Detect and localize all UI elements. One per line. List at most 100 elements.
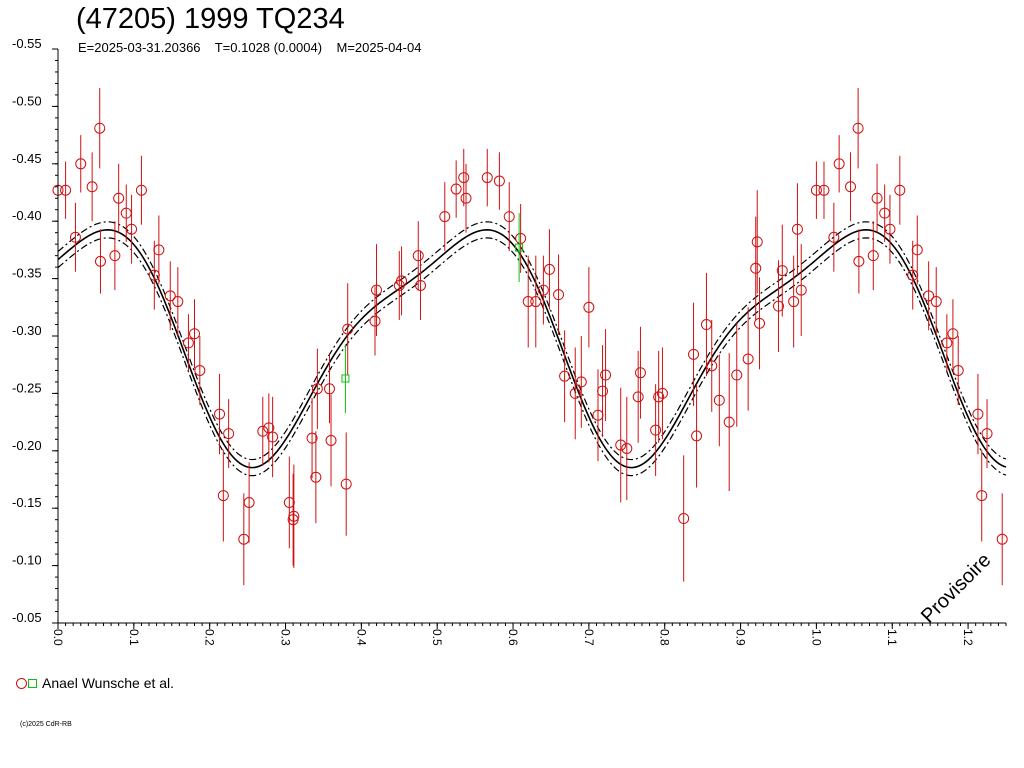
- data-points: [52, 88, 1008, 586]
- y-tick-label: -0.05: [12, 610, 42, 625]
- data-point-circle: [947, 328, 959, 340]
- x-tick-label: 0.9: [734, 629, 748, 646]
- data-point-circle: [415, 279, 427, 291]
- data-point-circle: [86, 181, 98, 193]
- data-point-circle: [678, 513, 690, 525]
- data-point-circle: [324, 383, 336, 395]
- y-tick-label: -0.55: [12, 36, 42, 51]
- x-tick-label: 0.4: [354, 629, 368, 646]
- data-point-circle: [845, 181, 857, 193]
- data-point-circle: [153, 244, 165, 256]
- data-point-circle: [439, 211, 451, 223]
- data-point-circle: [543, 263, 555, 275]
- data-point-square: [515, 243, 524, 252]
- data-point-circle: [194, 364, 206, 376]
- data-point-circle: [60, 184, 72, 196]
- copyright-note: (c)2025 CdR-RB: [20, 721, 72, 728]
- x-tick-label: 0.0: [51, 629, 65, 646]
- y-tick-label: -0.50: [12, 93, 42, 108]
- data-point-circle: [135, 184, 147, 196]
- data-point-circle: [656, 387, 668, 399]
- data-point-circle: [109, 250, 121, 262]
- chart-subtitle: E=2025-03-31.20366 T=0.1028 (0.0004) M=2…: [78, 40, 422, 55]
- data-point-circle: [113, 192, 125, 204]
- y-tick-label: -0.25: [12, 380, 42, 395]
- data-point-circle: [884, 223, 896, 235]
- data-point-circle: [941, 337, 953, 349]
- x-tick-label: 1.2: [961, 629, 975, 646]
- data-point-circle: [972, 408, 984, 420]
- data-point-circle: [575, 376, 587, 388]
- data-point-circle: [976, 490, 988, 502]
- y-tick-label: -0.40: [12, 208, 42, 223]
- data-point-circle: [217, 490, 229, 502]
- data-point-circle: [310, 471, 322, 483]
- data-point-circle: [871, 192, 883, 204]
- data-point-circle: [288, 510, 300, 522]
- x-tick-label: 0.3: [279, 629, 293, 646]
- legend-square-marker: [28, 679, 37, 688]
- data-point-circle: [94, 122, 106, 134]
- data-point-circle: [75, 158, 87, 170]
- data-point-circle: [503, 211, 515, 223]
- x-tick-label: 1.0: [809, 629, 823, 646]
- data-point-circle: [621, 443, 633, 455]
- data-point-circle: [911, 244, 923, 256]
- axes: -0.55 -0.50 -0.45 -0.40 -0.35 -0.30 -0.25 -0.20…: [12, 36, 1007, 646]
- data-point-circle: [311, 383, 323, 395]
- data-point-circle: [713, 394, 725, 406]
- data-point-circle: [795, 284, 807, 296]
- data-point-circle: [731, 369, 743, 381]
- data-point-circle: [600, 369, 612, 381]
- data-point-circle: [553, 289, 565, 301]
- data-point-circle: [481, 172, 493, 184]
- data-point-circle: [164, 290, 176, 302]
- data-point-circle: [634, 367, 646, 379]
- data-point-circle: [818, 184, 830, 196]
- data-point-circle: [94, 255, 106, 267]
- legend-label: Anael Wunsche et al.: [42, 675, 175, 691]
- y-tick-label: -0.30: [12, 323, 42, 338]
- y-tick-label: -0.45: [12, 151, 42, 166]
- data-point-circle: [371, 284, 383, 296]
- x-tick-label: 0.1: [127, 629, 141, 646]
- y-tick-label: -0.35: [12, 266, 42, 281]
- data-point-circle: [597, 385, 609, 397]
- data-point-circle: [306, 432, 318, 444]
- data-point-circle: [396, 275, 408, 287]
- data-point-circle: [342, 323, 354, 335]
- x-tick-label: 1.1: [885, 629, 899, 646]
- data-point-circle: [791, 223, 803, 235]
- data-point-circle: [325, 434, 337, 446]
- x-tick-label: 0.7: [582, 629, 596, 646]
- data-point-circle: [263, 422, 275, 434]
- data-point-circle: [172, 296, 184, 308]
- data-point-circle: [340, 478, 352, 490]
- data-point-circle: [189, 328, 201, 340]
- data-point-circle: [723, 416, 735, 428]
- x-tick-label: 0.2: [203, 629, 217, 646]
- data-point-circle: [852, 122, 864, 134]
- data-point-circle: [751, 236, 763, 248]
- y-tick-label: -0.10: [12, 553, 42, 568]
- data-point-circle: [828, 231, 840, 243]
- data-point-circle: [412, 250, 424, 262]
- y-tick-label: -0.20: [12, 438, 42, 453]
- data-point-circle: [126, 223, 138, 235]
- data-point-circle: [569, 387, 581, 399]
- data-point-circle: [223, 428, 235, 440]
- data-point-circle: [257, 425, 269, 437]
- x-tick-label: 0.5: [430, 629, 444, 646]
- data-point-circle: [214, 408, 226, 420]
- data-point-circle: [583, 301, 595, 313]
- data-point-circle: [650, 424, 662, 436]
- fit-curves: [57, 221, 1007, 477]
- data-point-circle: [615, 439, 627, 451]
- data-point-circle: [182, 337, 194, 349]
- data-point-circle: [788, 296, 800, 308]
- x-tick-label: 0.6: [506, 629, 520, 646]
- data-point-circle: [810, 184, 822, 196]
- data-point-circle: [706, 360, 718, 372]
- data-point-circle: [853, 255, 865, 267]
